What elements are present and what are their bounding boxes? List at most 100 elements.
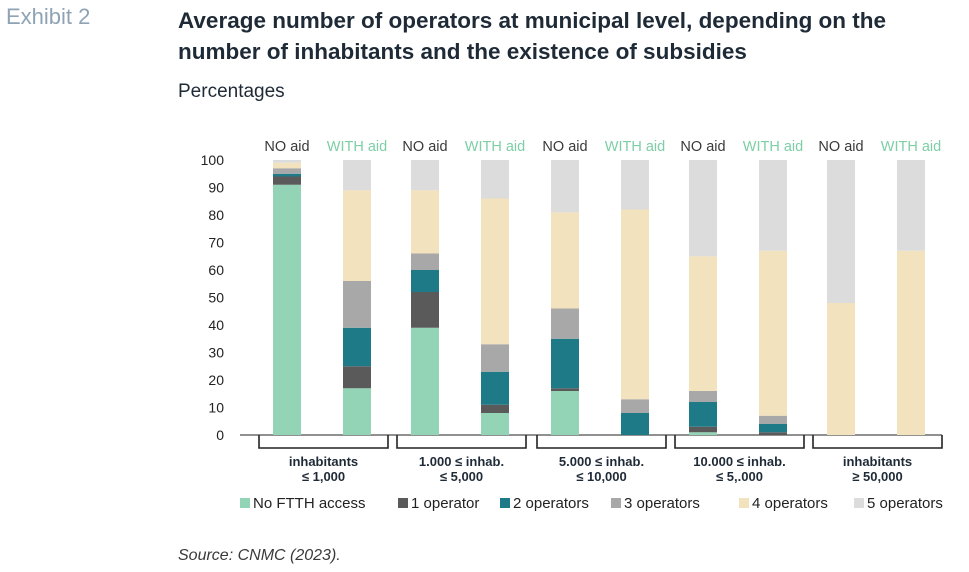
- bar-segment-4-operators: [551, 212, 579, 309]
- bar-segment-3-operators: [551, 308, 579, 339]
- bar-top-label: WITH aid: [881, 139, 941, 155]
- bar-segment-5-operators: [343, 160, 371, 191]
- bar-segment-5-operators: [689, 160, 717, 257]
- bar-top-label: WITH aid: [465, 139, 525, 155]
- legend-label: 2 operators: [513, 495, 589, 512]
- group-label: 1.000 ≤ inhab.: [419, 454, 504, 469]
- group-bracket: [536, 435, 667, 449]
- bar-segment-4-operators: [689, 256, 717, 391]
- bar-segment-1-operator: [759, 432, 787, 435]
- bar-segment-4-operators: [621, 209, 649, 400]
- y-tick-label: 0: [216, 427, 224, 443]
- group-label: 5.000 ≤ inhab.: [559, 454, 644, 469]
- bar-segment-5-operators: [411, 160, 439, 191]
- legend-label: 5 operators: [867, 495, 943, 512]
- group-label: inhabitants: [289, 454, 358, 469]
- y-tick-label: 50: [208, 290, 224, 306]
- bar-segment-1-operator: [551, 388, 579, 391]
- stacked-bar-chart: 0 10 20 30 40 50 60 70 80 90 100 NO aid WITH aid NO a…: [201, 139, 943, 512]
- bar-segment-2-operators: [551, 338, 579, 389]
- y-tick-label: 100: [201, 152, 225, 168]
- bar-segment-no-ftth-access: [273, 184, 301, 435]
- group-label: ≤ 1,000: [302, 469, 345, 484]
- legend-swatch: [500, 498, 510, 508]
- bar-segment-no-ftth-access: [689, 432, 717, 435]
- bar-segment-1-operator: [689, 426, 717, 433]
- bar-segment-5-operators: [759, 160, 787, 251]
- bar-segment-1-operator: [481, 404, 509, 413]
- bar-segment-5-operators: [827, 160, 855, 303]
- bar-segment-no-ftth-access: [481, 413, 509, 435]
- bar-segment-4-operators: [343, 190, 371, 281]
- bar-segment-3-operators: [411, 253, 439, 270]
- legend-swatch: [611, 498, 621, 508]
- bar-segment-no-ftth-access: [343, 388, 371, 435]
- legend-swatch: [739, 498, 749, 508]
- group-bracket: [812, 435, 943, 449]
- bar-segment-4-operators: [411, 190, 439, 254]
- group-label: ≤ 10,000: [576, 469, 627, 484]
- group-label: ≥ 50,000: [852, 469, 903, 484]
- bar-segment-2-operators: [481, 371, 509, 405]
- bar-segment-2-operators: [689, 402, 717, 427]
- bar-segment-3-operators: [343, 281, 371, 328]
- bar-segment-2-operators: [759, 424, 787, 433]
- bar-top-label: NO aid: [818, 139, 863, 155]
- legend-swatch: [398, 498, 408, 508]
- chart-title: Average number of operators at municipal…: [178, 8, 887, 64]
- bar-segment-2-operators: [621, 413, 649, 435]
- y-tick-label: 20: [208, 372, 224, 388]
- legend-label: 4 operators: [752, 495, 828, 512]
- group-bracket: [674, 435, 805, 449]
- bar-segment-3-operators: [621, 399, 649, 413]
- legend-swatch: [240, 498, 250, 508]
- bar-segment-no-ftth-access: [411, 327, 439, 435]
- group-bracket: [258, 435, 389, 449]
- bar-segment-4-operators: [273, 162, 301, 169]
- bar-top-label: WITH aid: [327, 139, 387, 155]
- bar-segment-5-operators: [897, 160, 925, 251]
- bar-segment-4-operators: [759, 250, 787, 416]
- bar-segment-2-operators: [343, 327, 371, 367]
- group-label: ≤ 5,000: [440, 469, 483, 484]
- source-note: Source: CNMC (2023).: [178, 547, 341, 564]
- bar-top-label: NO aid: [542, 139, 587, 155]
- y-tick-label: 10: [208, 400, 224, 416]
- bar-segment-3-operators: [759, 415, 787, 424]
- bar-top-label: NO aid: [680, 139, 725, 155]
- bar-segment-4-operators: [481, 198, 509, 345]
- exhibit-label: Exhibit 2: [6, 4, 91, 29]
- bar-segment-no-ftth-access: [551, 391, 579, 435]
- group-bracket: [396, 435, 527, 449]
- group-label: inhabitants: [843, 454, 912, 469]
- bar-top-label: WITH aid: [605, 139, 665, 155]
- y-tick-label: 60: [208, 262, 224, 278]
- y-tick-label: 70: [208, 235, 224, 251]
- bar-segment-3-operators: [481, 344, 509, 372]
- legend-swatch: [854, 498, 864, 508]
- bar-segment-5-operators: [481, 160, 509, 199]
- bar-segment-1-operator: [411, 292, 439, 328]
- bar-segment-3-operators: [273, 168, 301, 174]
- bar-top-label: NO aid: [402, 139, 447, 155]
- chart-subtitle: Percentages: [178, 81, 285, 102]
- bar-segment-5-operators: [551, 160, 579, 213]
- bar-segment-2-operators: [273, 173, 301, 177]
- legend-label: 3 operators: [624, 495, 700, 512]
- y-tick-label: 80: [208, 207, 224, 223]
- legend-label: No FTTH access: [253, 495, 366, 512]
- bar-top-label: NO aid: [264, 139, 309, 155]
- bar-segment-1-operator: [273, 176, 301, 185]
- group-label: ≤ 5,.000: [716, 469, 763, 484]
- bar-segment-4-operators: [827, 303, 855, 435]
- bar-segment-5-operators: [273, 160, 301, 163]
- bar-segment-3-operators: [689, 391, 717, 402]
- y-tick-label: 40: [208, 317, 224, 333]
- group-label: 10.000 ≤ inhab.: [693, 454, 785, 469]
- bar-segment-1-operator: [343, 366, 371, 389]
- bar-segment-2-operators: [411, 270, 439, 292]
- bar-segment-5-operators: [621, 160, 649, 210]
- bar-segment-4-operators: [897, 250, 925, 435]
- bar-top-label: WITH aid: [743, 139, 803, 155]
- legend-label: 1 operator: [411, 495, 479, 512]
